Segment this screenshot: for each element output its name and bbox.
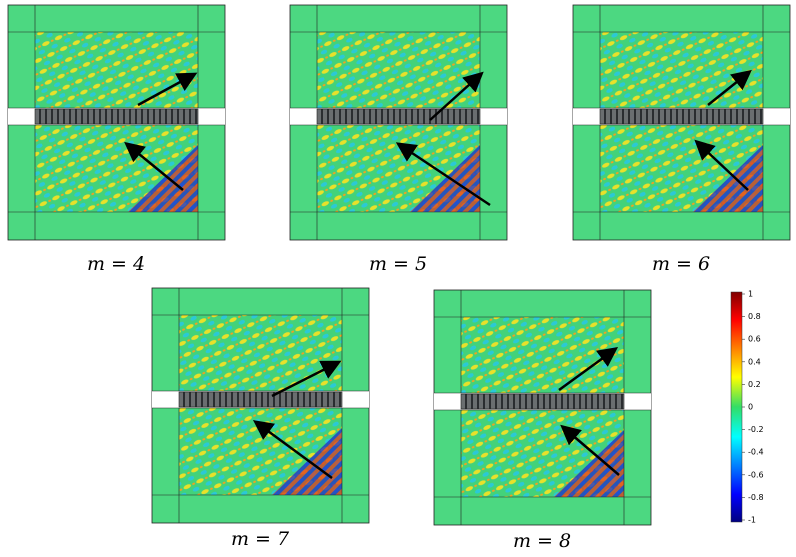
field-top bbox=[317, 32, 480, 108]
field-top bbox=[461, 317, 624, 393]
colorbar-tick-label: -0.4 bbox=[748, 448, 764, 457]
panels bbox=[7, 4, 791, 526]
colorbar-gradient bbox=[730, 291, 743, 523]
panel-label: m = 8 bbox=[513, 530, 571, 552]
arrow bbox=[271, 360, 342, 398]
panel bbox=[151, 287, 370, 524]
field-top bbox=[600, 32, 763, 108]
strong-wave bbox=[693, 145, 763, 212]
field-top bbox=[35, 32, 198, 108]
panel bbox=[289, 4, 508, 241]
colorbar-tick-label: 0.2 bbox=[748, 380, 761, 389]
arrow bbox=[137, 72, 198, 107]
beam bbox=[34, 108, 199, 125]
colorbar-tick-label: 0 bbox=[748, 403, 753, 412]
panel bbox=[572, 4, 791, 241]
colorbar-tick-label: 0.4 bbox=[748, 357, 761, 366]
beam bbox=[599, 108, 764, 125]
panel bbox=[7, 4, 226, 241]
colorbar-tick-label: -0.2 bbox=[748, 425, 764, 434]
strong-wave bbox=[272, 428, 342, 495]
panel bbox=[433, 289, 652, 526]
beam bbox=[178, 391, 343, 408]
arrow bbox=[560, 424, 620, 476]
strong-wave bbox=[410, 145, 480, 212]
arrow bbox=[429, 71, 484, 121]
colorbar-tick-label: -1 bbox=[748, 516, 756, 525]
arrow bbox=[252, 420, 333, 480]
panel-label: m = 7 bbox=[231, 528, 290, 550]
arrow bbox=[707, 69, 752, 106]
strong-wave bbox=[128, 145, 198, 212]
field-top bbox=[179, 315, 342, 391]
panel-label: m = 6 bbox=[652, 253, 710, 275]
beam bbox=[316, 108, 481, 125]
beam bbox=[460, 393, 625, 410]
colorbar-tick-label: -0.8 bbox=[748, 493, 764, 502]
colorbar-tick-label: -0.6 bbox=[748, 470, 764, 479]
colorbar-tick-label: 0.8 bbox=[748, 312, 761, 321]
colorbar-tick-label: 1 bbox=[748, 290, 753, 299]
arrow bbox=[694, 139, 749, 191]
colorbar-tick-label: 0.6 bbox=[748, 335, 761, 344]
panel-label: m = 5 bbox=[369, 253, 427, 275]
arrow bbox=[395, 142, 491, 207]
colorbar: 1 0.8 0.6 0.4 0.2 0 -0.2 -0.4 -0.6 -0.8 -1 bbox=[730, 290, 764, 525]
strong-wave bbox=[554, 430, 624, 497]
arrow bbox=[124, 141, 184, 191]
panel-label: m = 4 bbox=[87, 253, 145, 275]
arrow bbox=[558, 347, 619, 392]
